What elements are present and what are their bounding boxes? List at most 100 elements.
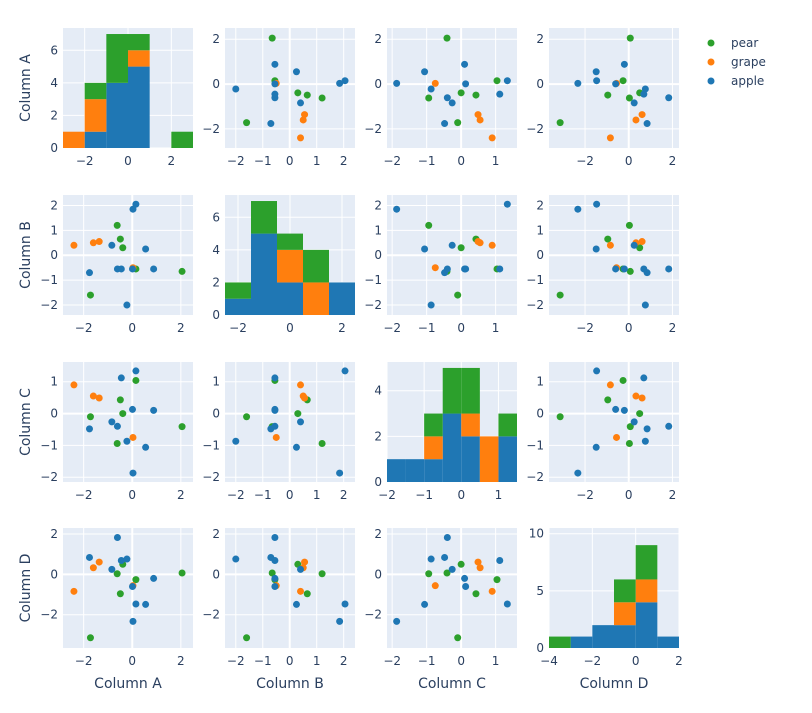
histogram-bar-apple bbox=[442, 413, 462, 482]
scatter-point-grape bbox=[476, 116, 484, 124]
x-tick-label: −2 bbox=[576, 321, 594, 335]
scatter-point-pear bbox=[493, 576, 501, 584]
subplot-3-1 bbox=[225, 528, 355, 648]
x-tick-label: 0 bbox=[286, 488, 294, 502]
scatter-point-pear bbox=[443, 569, 451, 577]
scatter-point-pear bbox=[86, 413, 94, 421]
histogram-bar-apple bbox=[657, 636, 679, 648]
scatter-point-apple bbox=[271, 582, 279, 590]
scatter-point-apple bbox=[592, 68, 600, 76]
x-tick-label: 1 bbox=[313, 488, 321, 502]
y-tick-label: 2 bbox=[374, 32, 382, 46]
scatter-point-pear bbox=[619, 77, 627, 85]
x-tick-label: 2 bbox=[669, 321, 677, 335]
histogram-bar-apple bbox=[405, 459, 425, 482]
subplot-2-1 bbox=[225, 362, 355, 482]
y-axis-title: Column D bbox=[18, 554, 34, 623]
x-tick-label: 2 bbox=[338, 321, 346, 335]
scatter-point-apple bbox=[128, 582, 136, 590]
y-tick-label: 10 bbox=[529, 527, 544, 541]
scatter-point-apple bbox=[461, 60, 469, 68]
legend-marker-icon bbox=[707, 58, 715, 66]
legend-label: apple bbox=[731, 74, 764, 88]
scatter-point-pear bbox=[243, 119, 251, 127]
scatter-point-grape bbox=[272, 433, 280, 441]
plot-background bbox=[549, 28, 679, 148]
scatter-point-apple bbox=[641, 301, 649, 309]
histogram-bar-apple bbox=[424, 459, 443, 482]
scatter-point-apple bbox=[271, 533, 279, 541]
scatter-point-pear bbox=[116, 590, 124, 598]
x-tick-label: 2 bbox=[340, 654, 348, 668]
scatter-point-pear bbox=[472, 590, 480, 598]
scatter-point-grape bbox=[474, 238, 482, 246]
subplot-2-2 bbox=[386, 362, 517, 483]
histogram-bar-apple bbox=[277, 282, 303, 315]
x-tick-label: 1 bbox=[313, 654, 321, 668]
x-tick-label: 2 bbox=[177, 488, 185, 502]
x-tick-label: 1 bbox=[492, 321, 500, 335]
scatter-point-pear bbox=[604, 91, 612, 99]
histogram-bar-apple bbox=[592, 625, 614, 648]
legend-item-pear[interactable]: pear bbox=[707, 36, 759, 50]
x-tick-label: −1 bbox=[254, 154, 272, 168]
histogram-bar-pear bbox=[614, 579, 636, 603]
scatter-point-pear bbox=[454, 119, 462, 127]
scatter-point-apple bbox=[336, 617, 344, 625]
x-axis-title: Column A bbox=[94, 676, 162, 692]
histogram-bar-grape bbox=[63, 131, 85, 148]
x-tick-label: 0 bbox=[457, 154, 465, 168]
y-tick-label: 2 bbox=[212, 32, 220, 46]
scatter-point-pear bbox=[457, 560, 465, 568]
y-tick-label: −2 bbox=[526, 122, 544, 136]
scatter-point-grape bbox=[613, 433, 621, 441]
scatter-point-apple bbox=[643, 120, 651, 128]
y-tick-label: 0 bbox=[50, 407, 58, 421]
legend-item-grape[interactable]: grape bbox=[707, 55, 766, 69]
scatter-point-pear bbox=[116, 235, 124, 243]
plot-background bbox=[63, 528, 193, 648]
histogram-bar-pear bbox=[106, 34, 128, 83]
scatter-point-apple bbox=[132, 200, 140, 208]
x-tick-label: −4 bbox=[540, 654, 558, 668]
histogram-bar-grape bbox=[614, 602, 636, 626]
x-tick-label: −2 bbox=[383, 654, 401, 668]
y-tick-label: −2 bbox=[202, 122, 220, 136]
subplot-3-2 bbox=[387, 528, 517, 648]
scatter-point-pear bbox=[454, 291, 462, 299]
y-tick-label: −2 bbox=[202, 470, 220, 484]
scatter-point-grape bbox=[474, 111, 482, 119]
legend-item-apple[interactable]: apple bbox=[707, 74, 765, 88]
scatter-point-apple bbox=[393, 205, 401, 213]
y-tick-label: 2 bbox=[536, 32, 544, 46]
scatter-point-apple bbox=[292, 68, 300, 76]
scatter-point-apple bbox=[421, 68, 429, 76]
x-tick-label: −2 bbox=[576, 488, 594, 502]
histogram-bar-grape bbox=[303, 282, 329, 315]
legend-label: pear bbox=[731, 36, 758, 50]
y-tick-label: 1 bbox=[50, 223, 58, 237]
scatter-point-pear bbox=[119, 410, 127, 418]
x-tick-label: 2 bbox=[177, 654, 185, 668]
y-tick-label: 2 bbox=[50, 198, 58, 212]
x-tick-label: 2 bbox=[669, 154, 677, 168]
plot-background bbox=[63, 362, 193, 482]
scatter-point-grape bbox=[606, 381, 614, 389]
x-tick-label: 1 bbox=[492, 154, 500, 168]
y-tick-label: 2 bbox=[536, 198, 544, 212]
scatter-point-apple bbox=[117, 265, 125, 273]
scatter-point-apple bbox=[271, 90, 279, 98]
x-tick-label: −2 bbox=[227, 154, 245, 168]
y-axis-title: Column B bbox=[18, 221, 34, 289]
x-tick-label: 2 bbox=[340, 154, 348, 168]
scatter-point-apple bbox=[421, 245, 429, 253]
histogram-bar-apple bbox=[225, 298, 251, 315]
scatter-point-grape bbox=[638, 394, 646, 402]
histogram-bar-pear bbox=[251, 201, 277, 234]
scatter-point-apple bbox=[341, 77, 349, 85]
scatter-point-apple bbox=[593, 77, 601, 85]
histogram-bar-apple bbox=[128, 66, 150, 148]
histogram-bar-grape bbox=[424, 436, 443, 460]
scatter-point-apple bbox=[592, 245, 600, 253]
scatter-point-apple bbox=[150, 406, 158, 414]
